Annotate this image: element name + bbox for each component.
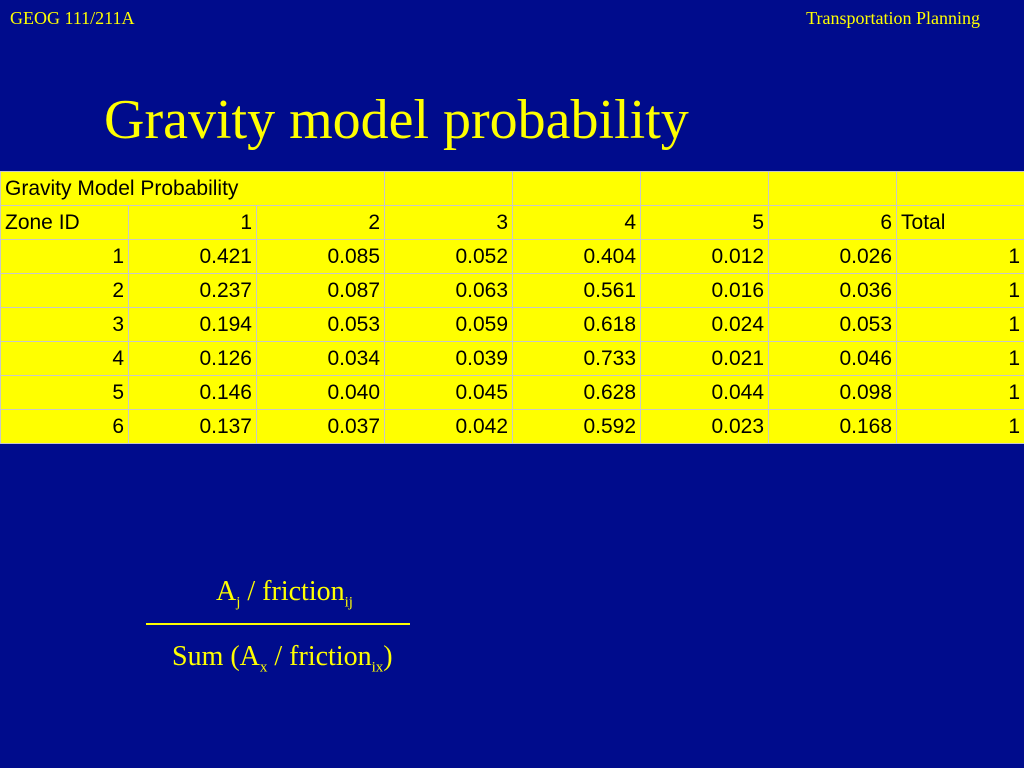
probability-cell: 0.085 bbox=[255, 239, 386, 274]
topic-label: Transportation Planning bbox=[806, 8, 980, 28]
slide-title: Gravity model probability bbox=[104, 89, 689, 151]
table-caption: Gravity Model Probability bbox=[0, 171, 386, 206]
probability-cell: 0.016 bbox=[640, 273, 770, 308]
probability-cell: 0.628 bbox=[512, 375, 642, 410]
numerator-a-subscript: j bbox=[236, 594, 241, 611]
fraction-line bbox=[146, 623, 410, 625]
empty-cell bbox=[896, 171, 1024, 206]
probability-cell: 0.042 bbox=[384, 409, 514, 444]
probability-cell: 0.087 bbox=[255, 273, 386, 308]
total-header: Total bbox=[896, 205, 1024, 240]
numerator-friction-subscript: ij bbox=[344, 594, 353, 611]
total-cell: 1 bbox=[896, 307, 1024, 342]
probability-cell: 0.237 bbox=[128, 273, 257, 308]
probability-cell: 0.045 bbox=[384, 375, 514, 410]
column-header: 1 bbox=[128, 205, 257, 240]
zone-id-cell: 5 bbox=[0, 375, 129, 410]
formula-denominator: Sum (Ax / frictionix) bbox=[172, 641, 393, 677]
table-row: 2 0.237 0.087 0.063 0.561 0.016 0.036 1 bbox=[0, 273, 1024, 308]
probability-table: Gravity Model Probability Zone ID 1 2 3 … bbox=[0, 171, 1024, 444]
probability-cell: 0.037 bbox=[255, 409, 386, 444]
probability-cell: 0.046 bbox=[768, 341, 898, 376]
empty-cell bbox=[640, 171, 770, 206]
table-row: 4 0.126 0.034 0.039 0.733 0.021 0.046 1 bbox=[0, 341, 1024, 376]
course-label: GEOG 111/211A bbox=[10, 8, 135, 28]
probability-cell: 0.561 bbox=[512, 273, 642, 308]
zone-id-cell: 6 bbox=[0, 409, 129, 444]
probability-cell: 0.063 bbox=[384, 273, 514, 308]
probability-cell: 0.404 bbox=[512, 239, 642, 274]
column-header: 3 bbox=[384, 205, 514, 240]
empty-cell bbox=[768, 171, 898, 206]
total-cell: 1 bbox=[896, 341, 1024, 376]
probability-cell: 0.040 bbox=[255, 375, 386, 410]
denominator-sum: Sum (A bbox=[172, 641, 260, 672]
probability-cell: 0.618 bbox=[512, 307, 642, 342]
probability-cell: 0.137 bbox=[128, 409, 257, 444]
probability-cell: 0.026 bbox=[768, 239, 898, 274]
probability-cell: 0.052 bbox=[384, 239, 514, 274]
formula-numerator: Aj / frictionij bbox=[216, 576, 353, 612]
numerator-friction: / friction bbox=[240, 576, 345, 607]
total-cell: 1 bbox=[896, 239, 1024, 274]
table-header-row: Zone ID 1 2 3 4 5 6 Total bbox=[0, 205, 1024, 240]
table-row: 5 0.146 0.040 0.045 0.628 0.044 0.098 1 bbox=[0, 375, 1024, 410]
column-header: 4 bbox=[512, 205, 642, 240]
table-body: Gravity Model Probability Zone ID 1 2 3 … bbox=[0, 171, 1024, 444]
probability-cell: 0.059 bbox=[384, 307, 514, 342]
probability-cell: 0.023 bbox=[640, 409, 770, 444]
numerator-a: A bbox=[216, 576, 237, 607]
zone-id-cell: 2 bbox=[0, 273, 129, 308]
column-header: 5 bbox=[640, 205, 770, 240]
probability-cell: 0.733 bbox=[512, 341, 642, 376]
probability-cell: 0.034 bbox=[255, 341, 386, 376]
probability-cell: 0.421 bbox=[128, 239, 257, 274]
probability-cell: 0.039 bbox=[384, 341, 514, 376]
table-row: 1 0.421 0.085 0.052 0.404 0.012 0.026 1 bbox=[0, 239, 1024, 274]
probability-cell: 0.012 bbox=[640, 239, 770, 274]
total-cell: 1 bbox=[896, 375, 1024, 410]
denominator-a-subscript: x bbox=[259, 659, 268, 676]
table-row: 3 0.194 0.053 0.059 0.618 0.024 0.053 1 bbox=[0, 307, 1024, 342]
column-header: 2 bbox=[255, 205, 386, 240]
probability-cell: 0.126 bbox=[128, 341, 257, 376]
empty-cell bbox=[512, 171, 642, 206]
denominator-friction-subscript: ix bbox=[371, 659, 384, 676]
column-header: 6 bbox=[768, 205, 898, 240]
zone-id-cell: 3 bbox=[0, 307, 129, 342]
zone-id-cell: 4 bbox=[0, 341, 129, 376]
probability-cell: 0.146 bbox=[128, 375, 257, 410]
total-cell: 1 bbox=[896, 273, 1024, 308]
denominator-friction: / friction bbox=[267, 641, 372, 672]
probability-cell: 0.036 bbox=[768, 273, 898, 308]
empty-cell bbox=[384, 171, 514, 206]
probability-cell: 0.021 bbox=[640, 341, 770, 376]
probability-cell: 0.053 bbox=[255, 307, 386, 342]
zone-id-header: Zone ID bbox=[0, 205, 129, 240]
total-cell: 1 bbox=[896, 409, 1024, 444]
zone-id-cell: 1 bbox=[0, 239, 129, 274]
table-caption-row: Gravity Model Probability bbox=[0, 171, 1024, 206]
denominator-close-paren: ) bbox=[383, 641, 393, 672]
probability-cell: 0.053 bbox=[768, 307, 898, 342]
table-row: 6 0.137 0.037 0.042 0.592 0.023 0.168 1 bbox=[0, 409, 1024, 444]
probability-cell: 0.168 bbox=[768, 409, 898, 444]
probability-cell: 0.592 bbox=[512, 409, 642, 444]
probability-cell: 0.024 bbox=[640, 307, 770, 342]
probability-cell: 0.098 bbox=[768, 375, 898, 410]
probability-cell: 0.044 bbox=[640, 375, 770, 410]
probability-cell: 0.194 bbox=[128, 307, 257, 342]
